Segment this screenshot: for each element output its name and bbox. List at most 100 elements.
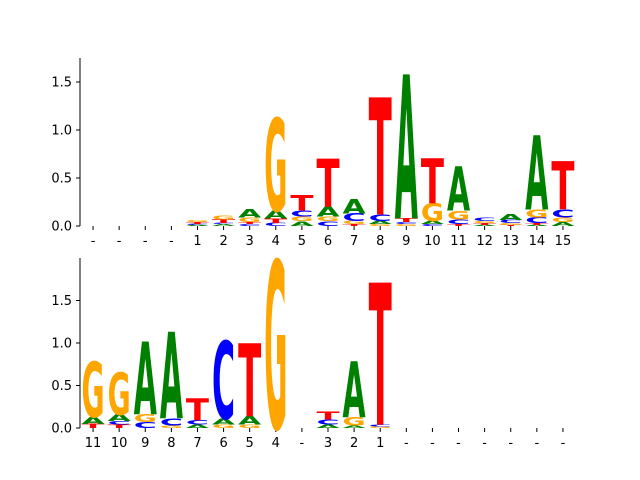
x-tick-label: 14 [529, 234, 546, 249]
y-tick-label: 0.5 [51, 172, 72, 187]
x-tick-label: - [91, 234, 96, 249]
x-tick-label: - [561, 436, 566, 451]
logo-letter-a: A [108, 413, 131, 424]
x-tick-label: 8 [167, 436, 175, 451]
logo-letter-t: T [186, 222, 209, 225]
logo-letter-a: A [499, 213, 522, 222]
logo-letter-c: C [264, 222, 287, 227]
logo-letter-c: C [316, 220, 339, 228]
logo-letter-g: G [421, 198, 444, 227]
logo-letter-c: C [551, 208, 574, 220]
logo-letter-a: A [186, 225, 209, 227]
logo-letter-a: A [290, 220, 313, 228]
logo-letter-t: T [369, 243, 392, 471]
x-tick-label: - [143, 234, 148, 249]
x-tick-label: 4 [272, 436, 280, 451]
y-tick-label: 1.0 [51, 124, 72, 139]
logo-letter-g: G [447, 208, 470, 222]
logo-letter-c: C [421, 224, 444, 227]
logo-letter-c: C [447, 218, 470, 226]
logo-letter-c: C [473, 218, 496, 223]
x-tick-label: 9 [141, 436, 149, 451]
logo-letter-c: C [499, 219, 522, 224]
logo-letter-t: T [395, 217, 418, 223]
logo-letter-g: G [551, 216, 574, 224]
logo-letter-t: T [551, 148, 574, 225]
x-tick-label: 2 [350, 436, 358, 451]
logo-letter-t: T [264, 217, 287, 225]
x-tick-label: - [430, 436, 435, 451]
logo-letter-t: T [212, 218, 235, 224]
x-tick-label: 5 [298, 234, 306, 249]
x-tick-label: 7 [193, 436, 201, 451]
logo-letter-a: A [395, 35, 418, 265]
logo-letter-t: T [290, 191, 313, 215]
logo-letter-a: A [421, 220, 444, 225]
logo-letter-t: T [316, 410, 339, 422]
logo-letter-t: T [473, 223, 496, 226]
x-tick-label: 11 [450, 234, 467, 249]
logo-letter-c: C [369, 213, 392, 224]
logo-letter-g: G [134, 412, 157, 424]
logo-letter-a: A [238, 414, 261, 428]
logo-letter-g: G [343, 220, 366, 225]
logo-letter-a: A [212, 224, 235, 227]
logo-letter-t: T [525, 223, 548, 226]
logo-letter-a: A [212, 417, 235, 427]
logo-letter-a: A [186, 424, 209, 429]
logo-letter-c: C [343, 211, 366, 223]
logo-panel-top: 0.00.51.01.5- - - -1 2 3 4 5 6 7 8 9 10 11 12 13 14 15ACT… [51, 35, 574, 265]
logo-letter-a: A [343, 195, 366, 218]
x-tick-label: - [117, 234, 122, 249]
logo-letter-a: A [264, 209, 287, 221]
logo-letter-c: C [316, 418, 339, 426]
logo-letter-t: T [369, 66, 392, 253]
logo-letter-t: T [316, 145, 339, 222]
logo-letter-g: G [369, 224, 392, 227]
logo-letter-t: T [238, 222, 261, 225]
x-tick-label: - [534, 436, 539, 451]
logo-letter-a: A [525, 225, 548, 227]
logo-letter-t: T [186, 392, 209, 427]
logo-letter-c: C [212, 223, 235, 225]
logo-letter-c: C [134, 420, 157, 430]
logo-letter-a: A [343, 346, 366, 436]
x-tick-label: 3 [324, 436, 332, 451]
logo-letter-a: A [160, 308, 183, 447]
logo-letter-a: A [316, 204, 339, 219]
logo-letter-g: G [499, 223, 522, 226]
logo-letter-a: A [369, 220, 392, 225]
logo-letter-g: G [316, 215, 339, 223]
x-tick-label: - [169, 234, 174, 249]
x-tick-label: 4 [272, 234, 280, 249]
logo-letter-a: A [525, 116, 548, 234]
x-tick-label: 9 [402, 234, 410, 249]
y-tick-label: 1.0 [51, 337, 72, 352]
logo-letter-a: A [134, 321, 157, 438]
logo-letter-g: G [160, 425, 183, 429]
x-tick-label: 13 [502, 234, 519, 249]
y-tick-label: 1.5 [51, 76, 72, 91]
logo-letter-a: A [316, 424, 339, 429]
x-tick-label: 10 [111, 436, 128, 451]
x-tick-label: 3 [246, 234, 254, 249]
logo-letter-t: T [238, 323, 261, 440]
x-tick-label: - [404, 436, 409, 451]
logo-letter-a: A [238, 206, 261, 220]
logo-letter-g: G [395, 224, 418, 227]
x-tick-label: 6 [324, 234, 332, 249]
logo-letter-c: C [525, 216, 548, 225]
logo-letter-g: G [186, 220, 209, 223]
logo-letter-a: A [82, 415, 105, 426]
logo-letter-g: G [264, 215, 287, 480]
x-tick-label: 15 [555, 234, 572, 249]
x-tick-label: 1 [376, 436, 384, 451]
x-tick-label: 7 [350, 234, 358, 249]
x-tick-label: 12 [476, 234, 493, 249]
logo-letter-t: T [499, 225, 522, 227]
y-tick-label: 0.5 [51, 379, 72, 394]
logo-letter-a: A [343, 425, 366, 429]
x-tick-label: 8 [376, 234, 384, 249]
logo-panel-bottom: 0.00.51.01.511 10 9 8 7 6 5 4-3 2 1- - - - - - -TAG TCAG… [51, 215, 565, 480]
